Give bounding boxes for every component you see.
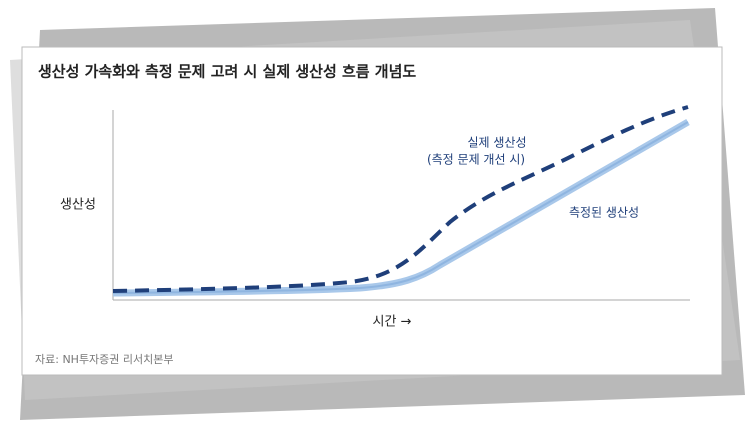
y-label: 생산성 xyxy=(60,198,96,213)
actual-label: 실제 생산성 xyxy=(467,136,526,150)
card xyxy=(21,46,723,376)
measured-curve-core xyxy=(112,121,689,294)
measured-label: 측정된 생산성 xyxy=(569,206,639,220)
x-label: 시간 → xyxy=(373,315,412,330)
actual-curve xyxy=(112,105,689,293)
title: 생산성 가속화와 측정 문제 고려 시 실제 생산성 흐름 개념도 xyxy=(38,63,416,81)
source: 자료: NH투자증권 리서치본부 xyxy=(35,353,174,366)
actual-sublabel: (측정 문제 개선 시) xyxy=(427,153,525,167)
